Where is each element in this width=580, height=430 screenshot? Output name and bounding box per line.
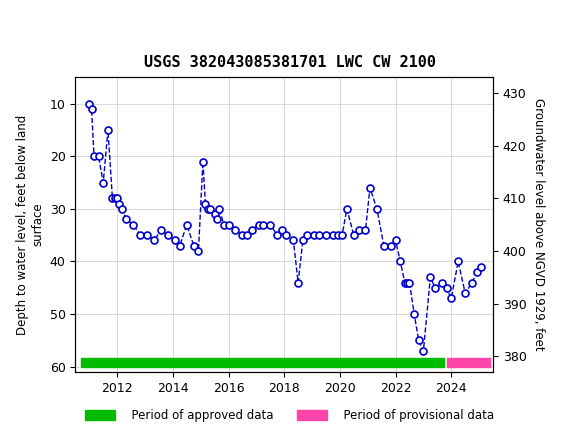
- Legend:   Period of approved data,   Period of provisional data: Period of approved data, Period of provi…: [85, 409, 495, 422]
- Bar: [81, 358, 444, 367]
- Y-axis label: Groundwater level above NGVD 1929, feet: Groundwater level above NGVD 1929, feet: [532, 98, 545, 351]
- Bar: [447, 358, 490, 367]
- Text: ▒USGS: ▒USGS: [9, 8, 72, 32]
- Text: USGS 382043085381701 LWC CW 2100: USGS 382043085381701 LWC CW 2100: [144, 55, 436, 70]
- Y-axis label: Depth to water level, feet below land
surface: Depth to water level, feet below land su…: [16, 114, 44, 335]
